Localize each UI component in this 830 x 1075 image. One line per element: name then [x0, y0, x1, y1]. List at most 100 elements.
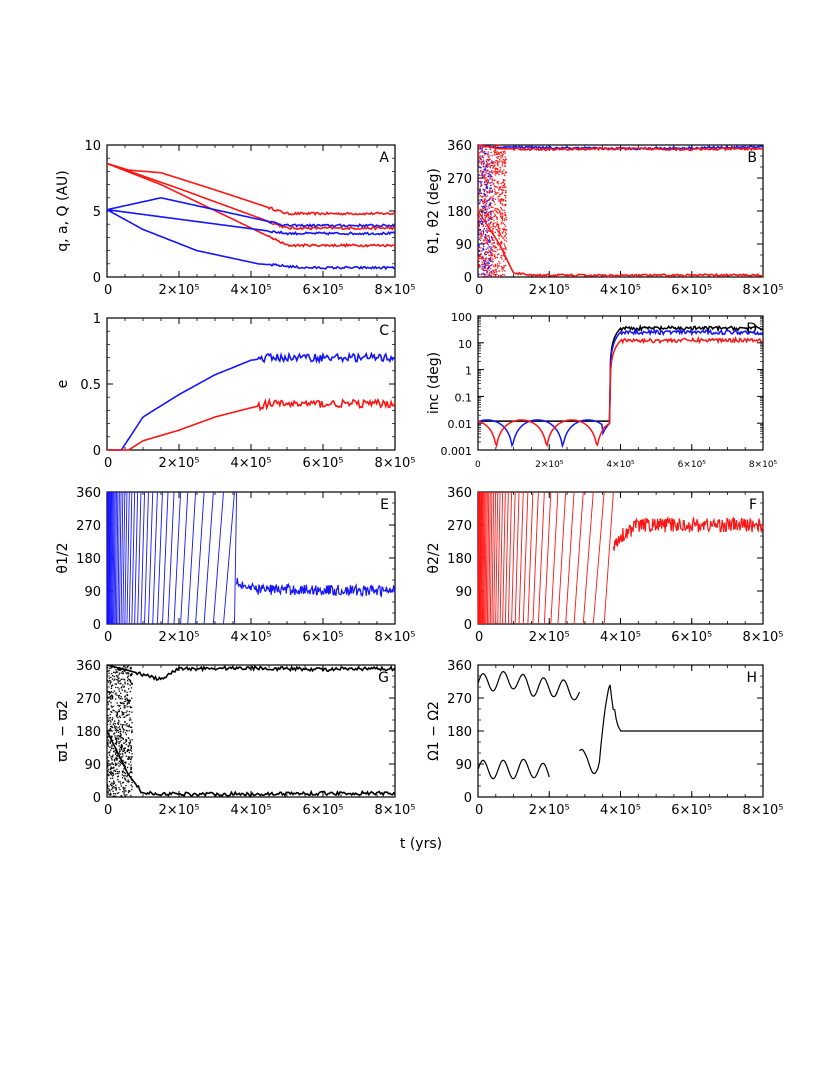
panel-B-point: [489, 216, 491, 218]
panel-B-point: [481, 256, 483, 259]
panel-G-point: [120, 745, 123, 747]
panel-B-point: [504, 195, 507, 197]
panel-E-fringe: [223, 491, 235, 625]
panel-B-point: [501, 161, 504, 164]
panel-B-point: [481, 223, 483, 225]
panel-D-series-outer: [477, 335, 764, 449]
panel-B-point: [490, 253, 492, 255]
panel-F-fringe: [507, 491, 513, 625]
panel-B-point: [482, 211, 484, 214]
panel-B-point: [493, 185, 496, 187]
panel-F-fringe: [495, 491, 499, 625]
panel-G-point: [121, 777, 124, 779]
panel-B-point: [504, 165, 506, 167]
panel-F-fringe: [482, 491, 485, 625]
panel-G-point: [115, 698, 117, 700]
panel-B-point: [488, 269, 490, 272]
panel-G-point: [126, 703, 129, 705]
panel-B-point: [483, 176, 486, 179]
panel-B-point: [494, 144, 496, 147]
panel-C-series-inner: [107, 351, 396, 451]
panel-B-point: [479, 151, 481, 154]
panel-B-point: [478, 177, 480, 179]
panel-G-point: [130, 750, 133, 752]
panel-G-point: [114, 738, 117, 740]
panel-G-point: [116, 715, 118, 718]
panel-B-point: [482, 230, 484, 233]
panel-G-point: [115, 758, 117, 760]
panel-B-point: [487, 158, 489, 161]
panel-B-point: [480, 163, 483, 165]
panel-B-point: [480, 211, 483, 213]
panel-G-point: [110, 774, 112, 776]
panel-B-point: [494, 171, 497, 173]
panel-B-point: [484, 198, 486, 200]
panel-B-point: [502, 228, 504, 230]
panel-G-point: [116, 735, 118, 737]
panel-B-point: [488, 262, 490, 264]
panel-B-point: [503, 274, 506, 276]
panel-B-point: [496, 168, 499, 170]
panel-G-point: [129, 761, 132, 763]
panel-G-point: [118, 710, 120, 713]
panel-G-point: [130, 681, 132, 683]
panel-G-point: [130, 706, 133, 709]
panel-G-point: [115, 726, 117, 728]
panel-B-point: [503, 151, 505, 153]
panel-B-point: [498, 189, 500, 191]
panel-G-point: [112, 772, 115, 774]
panel-A-series-a-outer-: [106, 162, 396, 231]
panel-F-ytick-label: 270: [447, 519, 472, 534]
panel-B-point: [488, 266, 490, 268]
panel-G-point: [125, 724, 127, 726]
panel-B-point: [477, 258, 479, 260]
panel-B-point: [497, 212, 499, 214]
panel-B-point: [479, 266, 481, 268]
panel-B-point: [488, 192, 490, 194]
panel-B-point: [503, 183, 506, 186]
panel-G-point: [108, 679, 111, 682]
panel-G-point: [109, 683, 111, 685]
panel-B-point: [478, 202, 481, 205]
panel-B-point: [502, 187, 504, 189]
panel-B-point: [484, 211, 486, 214]
panel-G-point: [116, 694, 118, 696]
panel-B-point: [505, 171, 508, 174]
panel-B-point: [505, 215, 507, 217]
panel-B-point: [505, 246, 507, 248]
panel-B-series-blue-circulating-points: [477, 145, 493, 278]
panel-H-xtick-label: 0: [475, 803, 483, 818]
panel-G-point: [112, 691, 114, 694]
panel-G-point: [122, 786, 124, 789]
panel-G-point: [120, 748, 123, 750]
panel-G-point: [115, 671, 118, 673]
panel-G-point: [110, 766, 112, 768]
panel-G-point: [107, 703, 109, 705]
panel-B-point: [503, 250, 505, 252]
panel-G-point: [109, 726, 112, 728]
panel-B-point: [483, 264, 485, 266]
panel-G-point: [112, 783, 114, 785]
panel-B-point: [484, 215, 486, 217]
panel-B-point: [486, 183, 488, 185]
panel-A-xtick-label: 2×10⁵: [159, 283, 200, 298]
panel-B-point: [479, 208, 481, 211]
panel-B-point: [494, 274, 496, 276]
panel-E-fringe: [124, 491, 128, 625]
panel-G-point: [131, 753, 133, 755]
panel-B-point: [487, 199, 489, 202]
panel-G-point: [111, 787, 114, 789]
panel-B-point: [487, 241, 489, 243]
panel-B-point: [497, 172, 499, 174]
panel-B-point: [478, 166, 481, 168]
panel-B-point: [502, 158, 504, 161]
panel-B-point: [492, 211, 494, 213]
panel-B-point: [496, 152, 498, 154]
panel-B-point: [498, 152, 500, 154]
panel-G-point: [131, 739, 133, 741]
panel-B-point: [488, 265, 490, 267]
panel-B-point: [479, 145, 481, 147]
panel-B-point: [504, 213, 506, 215]
panel-G-point: [122, 684, 124, 686]
panel-G-point: [131, 771, 133, 774]
